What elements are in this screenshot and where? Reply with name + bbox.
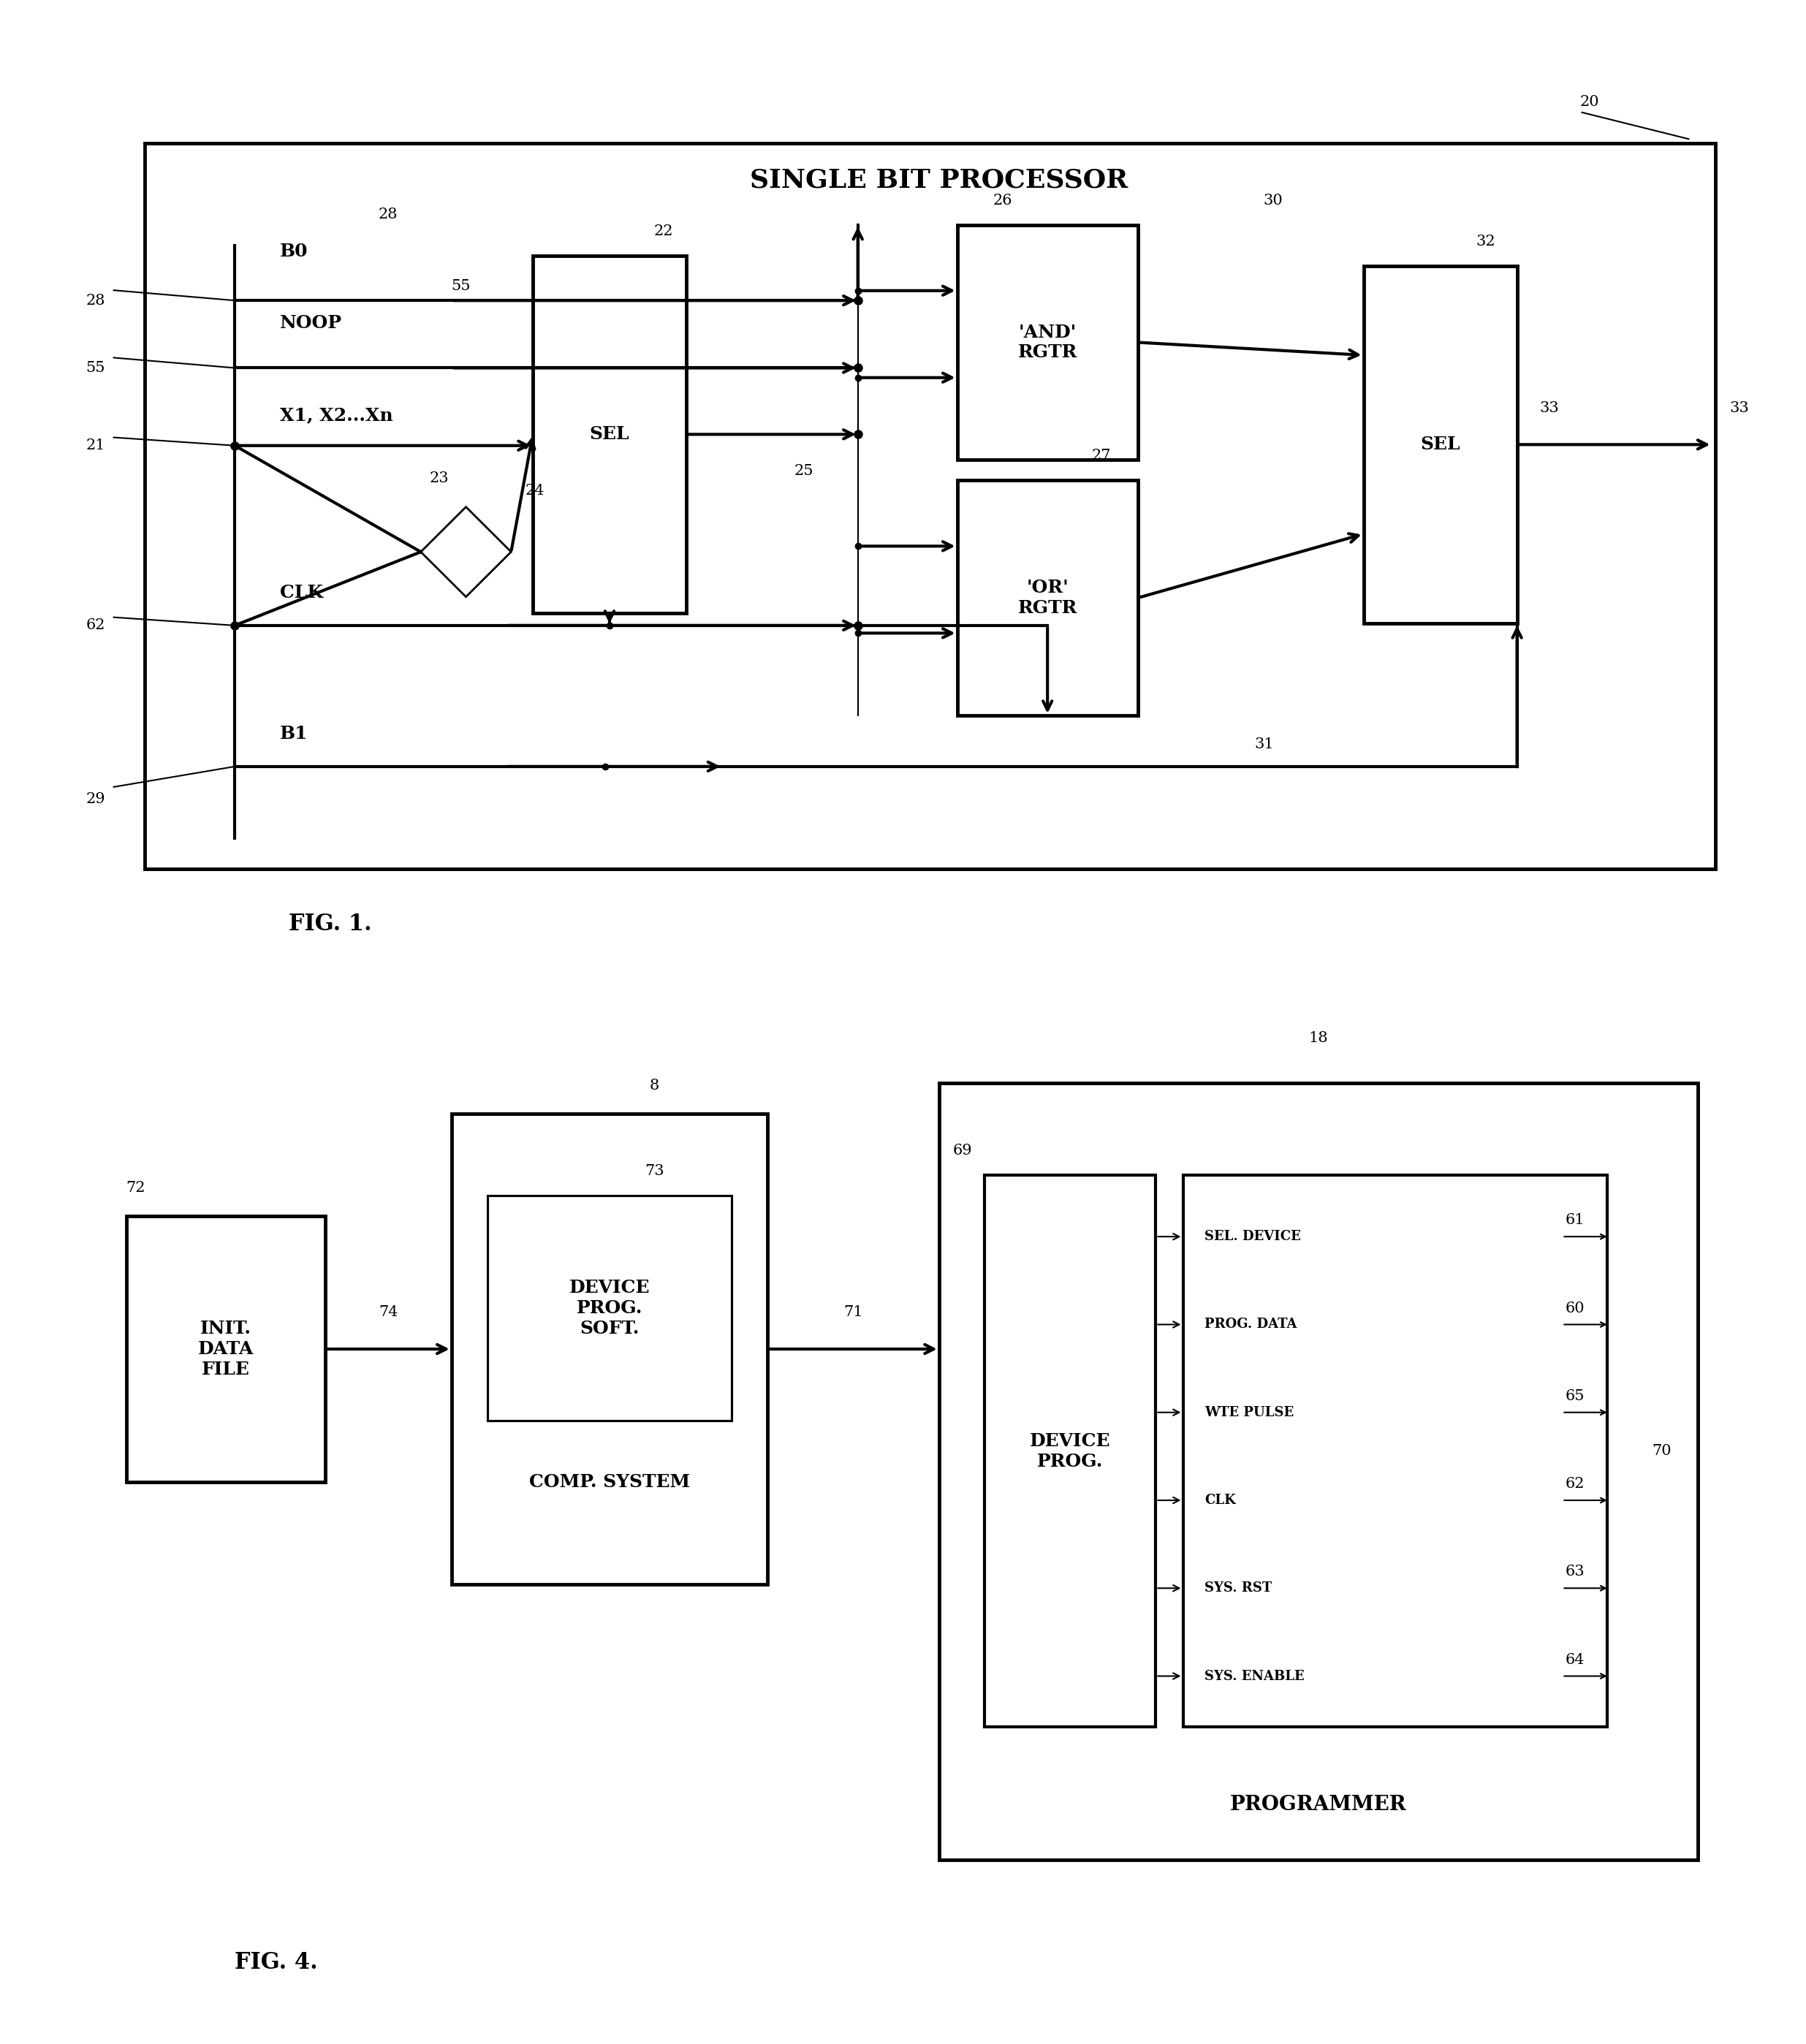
Text: SEL. DEVICE: SEL. DEVICE — [1205, 1230, 1300, 1243]
Text: 63: 63 — [1566, 1566, 1584, 1578]
Bar — [488, 1196, 731, 1421]
Text: 64: 64 — [1566, 1654, 1584, 1666]
Text: 73: 73 — [645, 1165, 665, 1177]
Bar — [126, 1216, 325, 1482]
Bar — [144, 143, 1716, 869]
Bar — [957, 225, 1138, 460]
Text: 31: 31 — [1255, 738, 1273, 750]
Text: 33: 33 — [1541, 401, 1559, 415]
Text: B0: B0 — [280, 243, 309, 260]
Bar — [984, 1175, 1156, 1727]
Text: 32: 32 — [1476, 235, 1495, 247]
Text: 25: 25 — [795, 464, 813, 478]
Text: 29: 29 — [87, 793, 105, 805]
Bar — [533, 256, 686, 613]
Text: NOOP: NOOP — [280, 315, 341, 331]
Text: 26: 26 — [993, 194, 1011, 206]
Text: 28: 28 — [379, 208, 397, 221]
Text: 62: 62 — [87, 619, 105, 632]
Text: SINGLE BIT PROCESSOR: SINGLE BIT PROCESSOR — [749, 168, 1129, 192]
Text: 65: 65 — [1566, 1390, 1584, 1402]
Text: SEL: SEL — [589, 425, 630, 444]
Text: 55: 55 — [452, 280, 470, 292]
Text: 8: 8 — [650, 1079, 659, 1091]
Text: SYS. ENABLE: SYS. ENABLE — [1205, 1670, 1304, 1682]
Bar — [939, 1083, 1698, 1860]
Text: DEVICE
PROG.
SOFT.: DEVICE PROG. SOFT. — [569, 1280, 650, 1337]
Text: COMP. SYSTEM: COMP. SYSTEM — [529, 1474, 690, 1490]
Bar — [957, 480, 1138, 715]
Text: 60: 60 — [1566, 1302, 1584, 1314]
Text: 20: 20 — [1580, 96, 1598, 108]
Text: 74: 74 — [379, 1306, 397, 1318]
Text: FIG. 1.: FIG. 1. — [289, 912, 372, 936]
Text: 72: 72 — [126, 1181, 144, 1194]
Text: 71: 71 — [843, 1306, 863, 1318]
Text: 18: 18 — [1309, 1032, 1327, 1044]
Text: 22: 22 — [654, 225, 674, 237]
Text: 55: 55 — [87, 362, 105, 374]
Text: X1, X2...Xn: X1, X2...Xn — [280, 407, 394, 423]
Text: PROG. DATA: PROG. DATA — [1205, 1318, 1297, 1331]
Text: FIG. 4.: FIG. 4. — [235, 1950, 318, 1975]
Bar — [1364, 266, 1517, 623]
Text: DEVICE
PROG.: DEVICE PROG. — [1029, 1433, 1111, 1470]
Bar — [1183, 1175, 1607, 1727]
Text: 23: 23 — [430, 472, 448, 484]
Text: 70: 70 — [1652, 1445, 1671, 1457]
Text: 69: 69 — [954, 1145, 972, 1157]
Text: 24: 24 — [526, 484, 544, 497]
Text: CLK: CLK — [280, 585, 323, 601]
Text: INIT.
DATA
FILE: INIT. DATA FILE — [199, 1320, 253, 1378]
Text: WTE PULSE: WTE PULSE — [1205, 1406, 1293, 1419]
Text: 27: 27 — [1093, 450, 1111, 462]
Text: 62: 62 — [1566, 1478, 1584, 1490]
Text: 21: 21 — [87, 439, 105, 452]
Bar — [452, 1114, 768, 1584]
Text: 'AND'
RGTR: 'AND' RGTR — [1019, 323, 1076, 362]
Text: 28: 28 — [87, 294, 105, 307]
Text: 33: 33 — [1730, 401, 1748, 415]
Text: 30: 30 — [1264, 194, 1282, 206]
Text: SEL: SEL — [1420, 435, 1461, 454]
Text: CLK: CLK — [1205, 1494, 1235, 1506]
Text: PROGRAMMER: PROGRAMMER — [1230, 1795, 1407, 1815]
Text: SYS. RST: SYS. RST — [1205, 1582, 1271, 1594]
Text: 61: 61 — [1566, 1214, 1584, 1226]
Text: 'OR'
RGTR: 'OR' RGTR — [1019, 578, 1076, 617]
Text: B1: B1 — [280, 726, 309, 742]
